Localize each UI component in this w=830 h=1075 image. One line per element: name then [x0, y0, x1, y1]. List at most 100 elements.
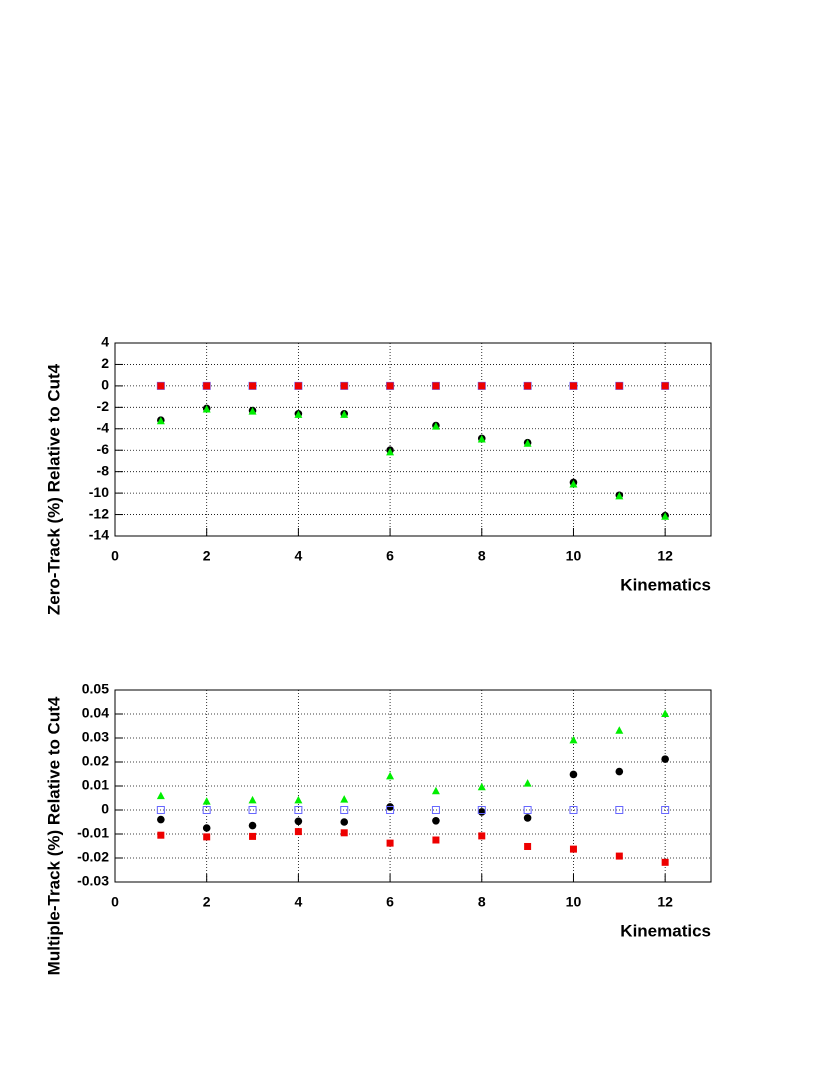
y-tick-label: 2: [101, 355, 109, 371]
y-tick-label: 0.01: [82, 777, 109, 793]
point: [156, 806, 165, 814]
x-tick-label: 2: [203, 894, 211, 910]
x-tick-label: 2: [203, 548, 211, 564]
point: [248, 821, 257, 830]
point: [156, 416, 165, 425]
point: [340, 829, 348, 837]
point: [386, 806, 395, 814]
y-tick-label: -0.01: [77, 825, 109, 841]
y-tick-label: -8: [97, 462, 110, 478]
point: [157, 831, 165, 839]
point: [202, 404, 211, 413]
point: [203, 382, 211, 390]
y-tick-label: 0: [101, 377, 109, 393]
y-tick-label: -2: [97, 398, 110, 414]
point: [523, 439, 532, 447]
point: [203, 833, 211, 841]
point: [569, 382, 577, 390]
point: [248, 806, 257, 814]
point: [523, 814, 532, 822]
point: [615, 806, 624, 814]
point: [478, 382, 486, 390]
x-tick-label: 4: [294, 548, 302, 564]
x-tick-label: 0: [111, 894, 119, 910]
x-tick-label: 10: [566, 894, 582, 910]
point: [340, 806, 349, 814]
point: [294, 410, 303, 418]
point: [386, 771, 395, 780]
x-axis-label: Kinematics: [620, 575, 711, 594]
point: [478, 832, 486, 840]
y-tick-label: -14: [89, 527, 109, 543]
point: [431, 422, 440, 430]
point: [661, 858, 669, 866]
point: [202, 806, 211, 814]
point: [661, 382, 669, 390]
y-tick-label: 0.03: [82, 729, 109, 745]
y-tick-label: -10: [89, 484, 109, 500]
plot-frame: [114, 689, 712, 883]
point: [386, 839, 394, 847]
point: [523, 779, 532, 787]
point: [661, 755, 669, 763]
point: [661, 806, 670, 814]
point: [249, 832, 257, 840]
y-tick-label: 0.05: [82, 681, 109, 697]
point: [524, 382, 532, 390]
point: [249, 382, 257, 390]
point: [294, 382, 302, 390]
point: [157, 382, 165, 390]
point: [340, 382, 348, 390]
point: [294, 828, 302, 836]
x-tick-label: 10: [566, 548, 582, 564]
point: [615, 491, 624, 500]
point: [202, 797, 211, 805]
y-tick-label: -0.03: [77, 873, 109, 889]
x-tick-label: 12: [657, 894, 673, 910]
point: [386, 447, 395, 456]
x-tick-label: 6: [386, 894, 394, 910]
point: [202, 824, 211, 832]
point: [477, 782, 486, 791]
x-axis-label: Kinematics: [620, 921, 711, 940]
y-axis-label: Multiple-Track (%) Relative to Cut4: [44, 696, 63, 975]
point: [615, 852, 623, 860]
point: [432, 836, 440, 844]
point: [569, 480, 578, 488]
point: [248, 407, 257, 415]
point: [340, 795, 349, 803]
point: [661, 512, 670, 520]
point: [431, 806, 440, 814]
x-tick-label: 8: [478, 548, 486, 564]
y-tick-label: -0.02: [77, 849, 109, 865]
point: [157, 815, 165, 824]
x-tick-label: 12: [657, 548, 673, 564]
x-tick-label: 6: [386, 548, 394, 564]
y-tick-label: 4: [101, 334, 109, 350]
point: [431, 786, 440, 795]
point: [477, 806, 486, 814]
y-tick-label: 0: [101, 801, 109, 817]
point: [615, 382, 623, 390]
point: [294, 795, 303, 804]
x-tick-label: 0: [111, 548, 119, 564]
point: [386, 382, 394, 390]
point: [432, 817, 440, 825]
point: [661, 709, 670, 717]
point: [569, 735, 578, 744]
point: [432, 382, 440, 390]
point: [340, 410, 349, 418]
point: [615, 767, 624, 776]
plot-frame: [114, 342, 712, 537]
y-tick-label: 0.02: [82, 753, 109, 769]
y-tick-label: -4: [97, 419, 110, 435]
y-tick-label: 0.04: [82, 705, 109, 721]
point: [156, 791, 165, 800]
point: [569, 770, 578, 779]
point: [524, 842, 532, 850]
y-axis-label: Zero-Track (%) Relative to Cut4: [44, 363, 63, 615]
x-tick-label: 4: [294, 894, 302, 910]
point: [340, 818, 349, 826]
x-tick-label: 8: [478, 894, 486, 910]
